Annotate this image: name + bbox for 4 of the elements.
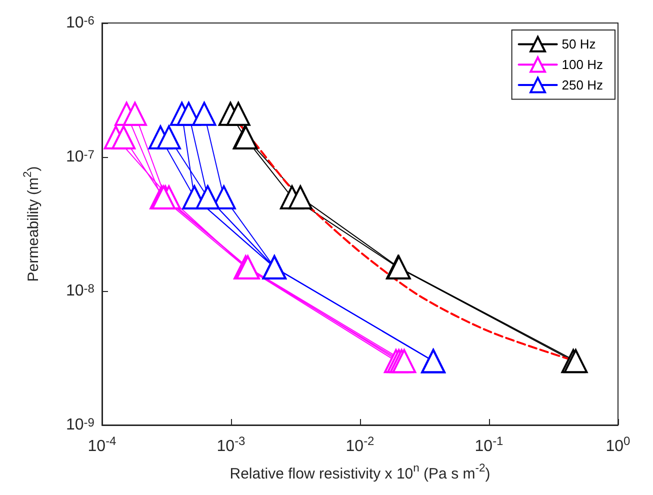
legend-label: 250 Hz xyxy=(562,78,604,92)
legend-label: 100 Hz xyxy=(562,57,604,72)
legend-label: 50 Hz xyxy=(562,36,596,52)
y-axis-title: Permeability (m2) xyxy=(22,166,42,282)
